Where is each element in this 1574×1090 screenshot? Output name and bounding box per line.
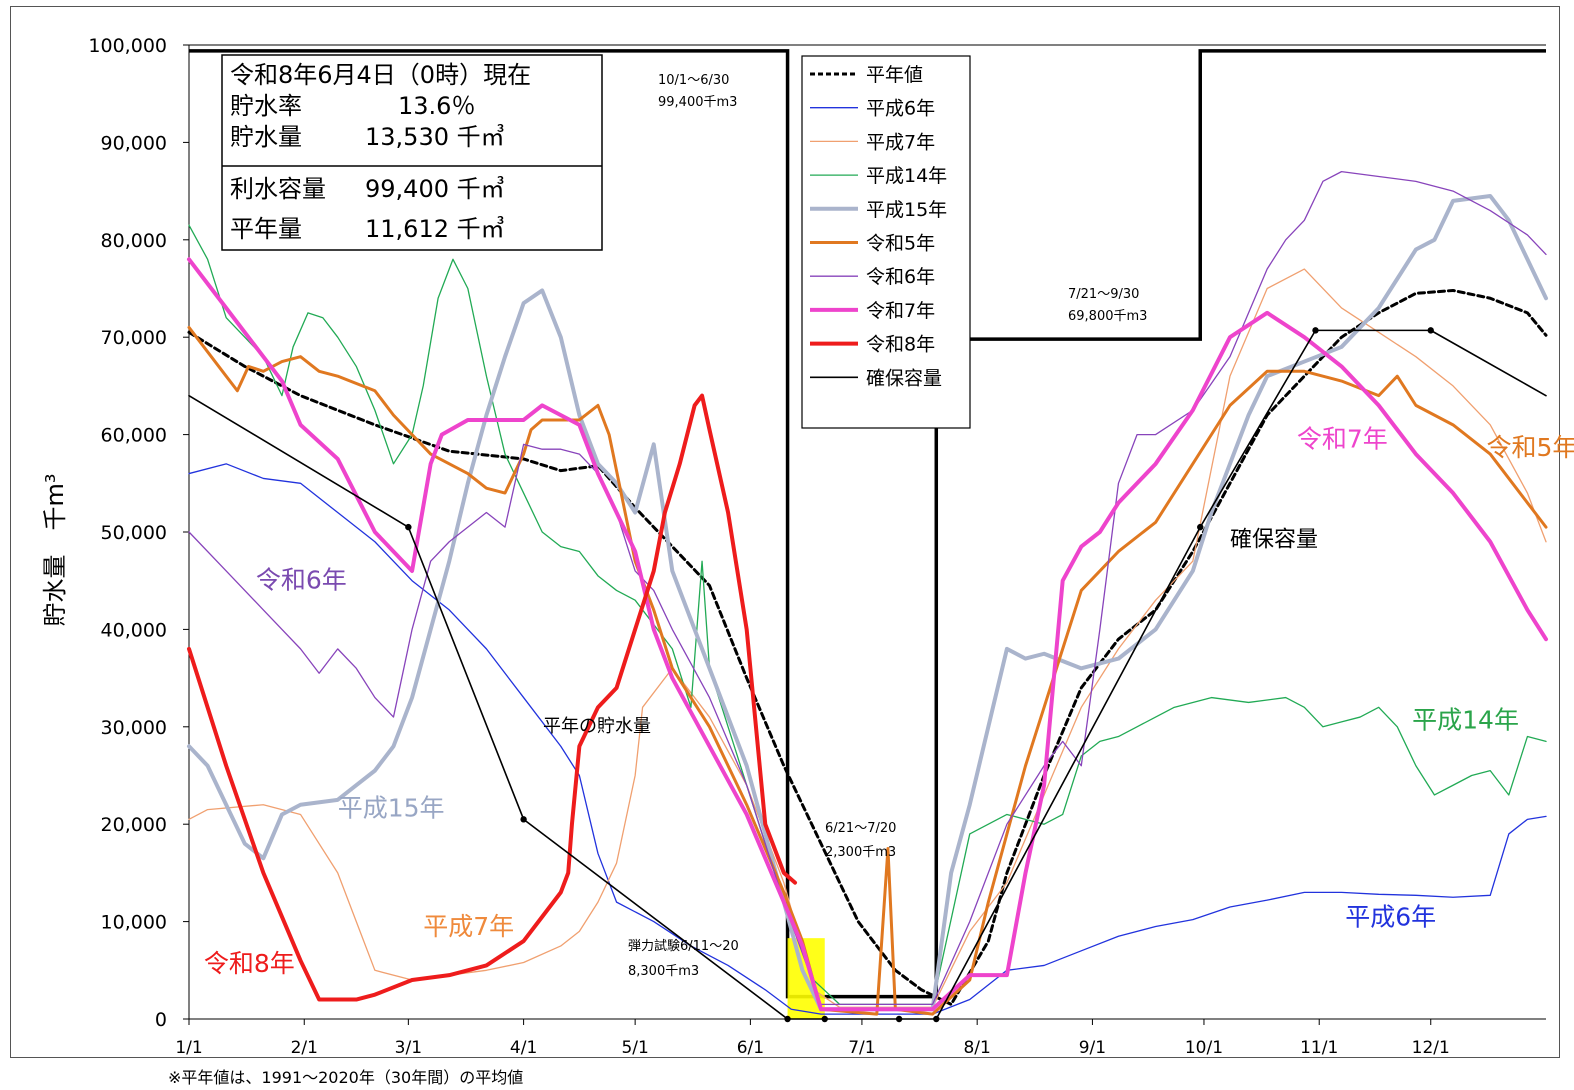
legend-label: 平成7年	[866, 131, 935, 153]
note-period2-value: 69,800千m3	[1068, 309, 1147, 324]
series-line-5	[187, 325, 1548, 1016]
series-line-7	[187, 257, 1548, 1012]
info-capacity-value: 99,400 千㎥	[365, 175, 505, 203]
series-label-9: 確保容量	[1230, 528, 1318, 553]
series-label-6: 令和6年	[256, 565, 347, 594]
series-marker	[895, 1015, 903, 1023]
series-marker	[821, 1015, 828, 1023]
x-tick-label: 10/1	[1185, 1038, 1223, 1058]
y-tick-label: 0	[155, 1009, 167, 1031]
x-tick-label: 1/1	[175, 1038, 202, 1058]
legend-label: 平年値	[866, 64, 923, 86]
note-normal-storage: 平年の貯水量	[543, 716, 651, 737]
chart-frame	[10, 6, 1560, 1058]
legend-label: 令和5年	[866, 233, 935, 255]
series-marker	[405, 523, 412, 531]
series-marker	[1427, 327, 1434, 334]
series-marker	[784, 1015, 791, 1023]
legend: 平年値平成6年平成7年平成14年平成15年令和5年令和6年令和7年令和8年確保容…	[801, 55, 971, 429]
note-period1: 10/1～6/30	[658, 73, 729, 88]
legend-label: 平成15年	[866, 199, 947, 221]
series-label-7: 令和7年	[1297, 424, 1388, 453]
note-test: 弾力試験6/11～20	[628, 938, 739, 954]
series-line-4	[187, 193, 1548, 1012]
x-tick-label: 12/1	[1412, 1038, 1450, 1058]
series-marker	[1197, 523, 1204, 531]
y-tick-label: 10,000	[101, 912, 167, 934]
y-tick-label: 20,000	[101, 814, 167, 836]
y-tick-label: 70,000	[101, 327, 167, 349]
info-normal-label: 平年量	[230, 215, 302, 243]
series-label-2: 平成7年	[423, 912, 514, 941]
series-label-8: 令和8年	[204, 949, 295, 978]
info-volume-value: 13,530 千㎥	[365, 123, 505, 151]
y-tick-label: 80,000	[101, 230, 167, 252]
info-rate-value: 13.6％	[398, 92, 475, 120]
legend-label: 平成14年	[866, 165, 947, 187]
info-rate-label: 貯水率	[230, 92, 302, 120]
x-tick-label: 2/1	[291, 1038, 318, 1058]
storage-chart: 0 10,000 20,000 30,000 40,000 50,000 60,000 70,…	[41, 35, 1574, 1058]
y-tick-label: 50,000	[101, 522, 167, 544]
legend-label: 令和7年	[866, 300, 935, 322]
note-period3-value: 2,300千m3	[825, 845, 896, 860]
info-normal-value: 11,612 千㎥	[365, 215, 505, 243]
x-tick-label: 5/1	[621, 1038, 648, 1058]
footnote: ※平年値は、1991～2020年（30年間）の平均値	[168, 1068, 524, 1087]
y-tick-label: 100,000	[88, 35, 167, 57]
y-axis-label: 貯水量 千m³	[41, 474, 69, 627]
legend-label: 令和6年	[866, 266, 935, 288]
x-tick-label: 4/1	[510, 1038, 537, 1058]
info-volume-label: 貯水量	[230, 123, 302, 151]
y-tick-label: 60,000	[101, 425, 167, 447]
series-line-2	[188, 268, 1547, 1008]
series-line-6	[188, 170, 1547, 1006]
x-tick-label: 7/1	[848, 1038, 875, 1058]
series-label-5: 令和5年	[1487, 433, 1574, 462]
note-period1-value: 99,400千m3	[658, 95, 737, 110]
info-date: 令和8年6月4日（0時）現在	[230, 61, 531, 89]
note-period2: 7/21～9/30	[1068, 287, 1139, 302]
x-tick-label: 6/1	[737, 1038, 764, 1058]
info-box: 令和8年6月4日（0時）現在 貯水率 13.6％ 貯水量 13,530 千㎥ 利…	[221, 54, 603, 251]
series-layer	[187, 170, 1548, 1023]
legend-label: 確保容量	[866, 367, 942, 389]
note-test-value: 8,300千m3	[628, 964, 699, 979]
y-tick-label: 30,000	[101, 717, 167, 739]
x-tick-label: 3/1	[395, 1038, 422, 1058]
series-line-1	[188, 463, 1547, 1015]
series-label-4: 平成15年	[338, 793, 445, 822]
note-period3: 6/21～7/20	[825, 821, 896, 836]
legend-label: 平成6年	[866, 98, 935, 120]
series-marker	[933, 1015, 940, 1023]
info-capacity-label: 利水容量	[230, 175, 326, 203]
upper-limit-line	[189, 49, 1546, 999]
x-tick-label: 8/1	[963, 1038, 990, 1058]
grid-layer: 0 10,000 20,000 30,000 40,000 50,000 60,000 70,…	[88, 35, 1546, 1058]
series-label-3: 平成14年	[1412, 706, 1519, 735]
series-label-1: 平成6年	[1345, 902, 1436, 931]
y-tick-label: 90,000	[101, 132, 167, 154]
series-marker	[520, 816, 527, 823]
series-marker	[1312, 327, 1319, 334]
series-line-0	[187, 288, 1548, 1006]
y-tick-label: 40,000	[101, 619, 167, 641]
series-line-8	[187, 393, 798, 1002]
x-tick-label: 11/1	[1300, 1038, 1338, 1058]
legend-label: 令和8年	[866, 334, 935, 356]
x-tick-label: 9/1	[1079, 1038, 1106, 1058]
